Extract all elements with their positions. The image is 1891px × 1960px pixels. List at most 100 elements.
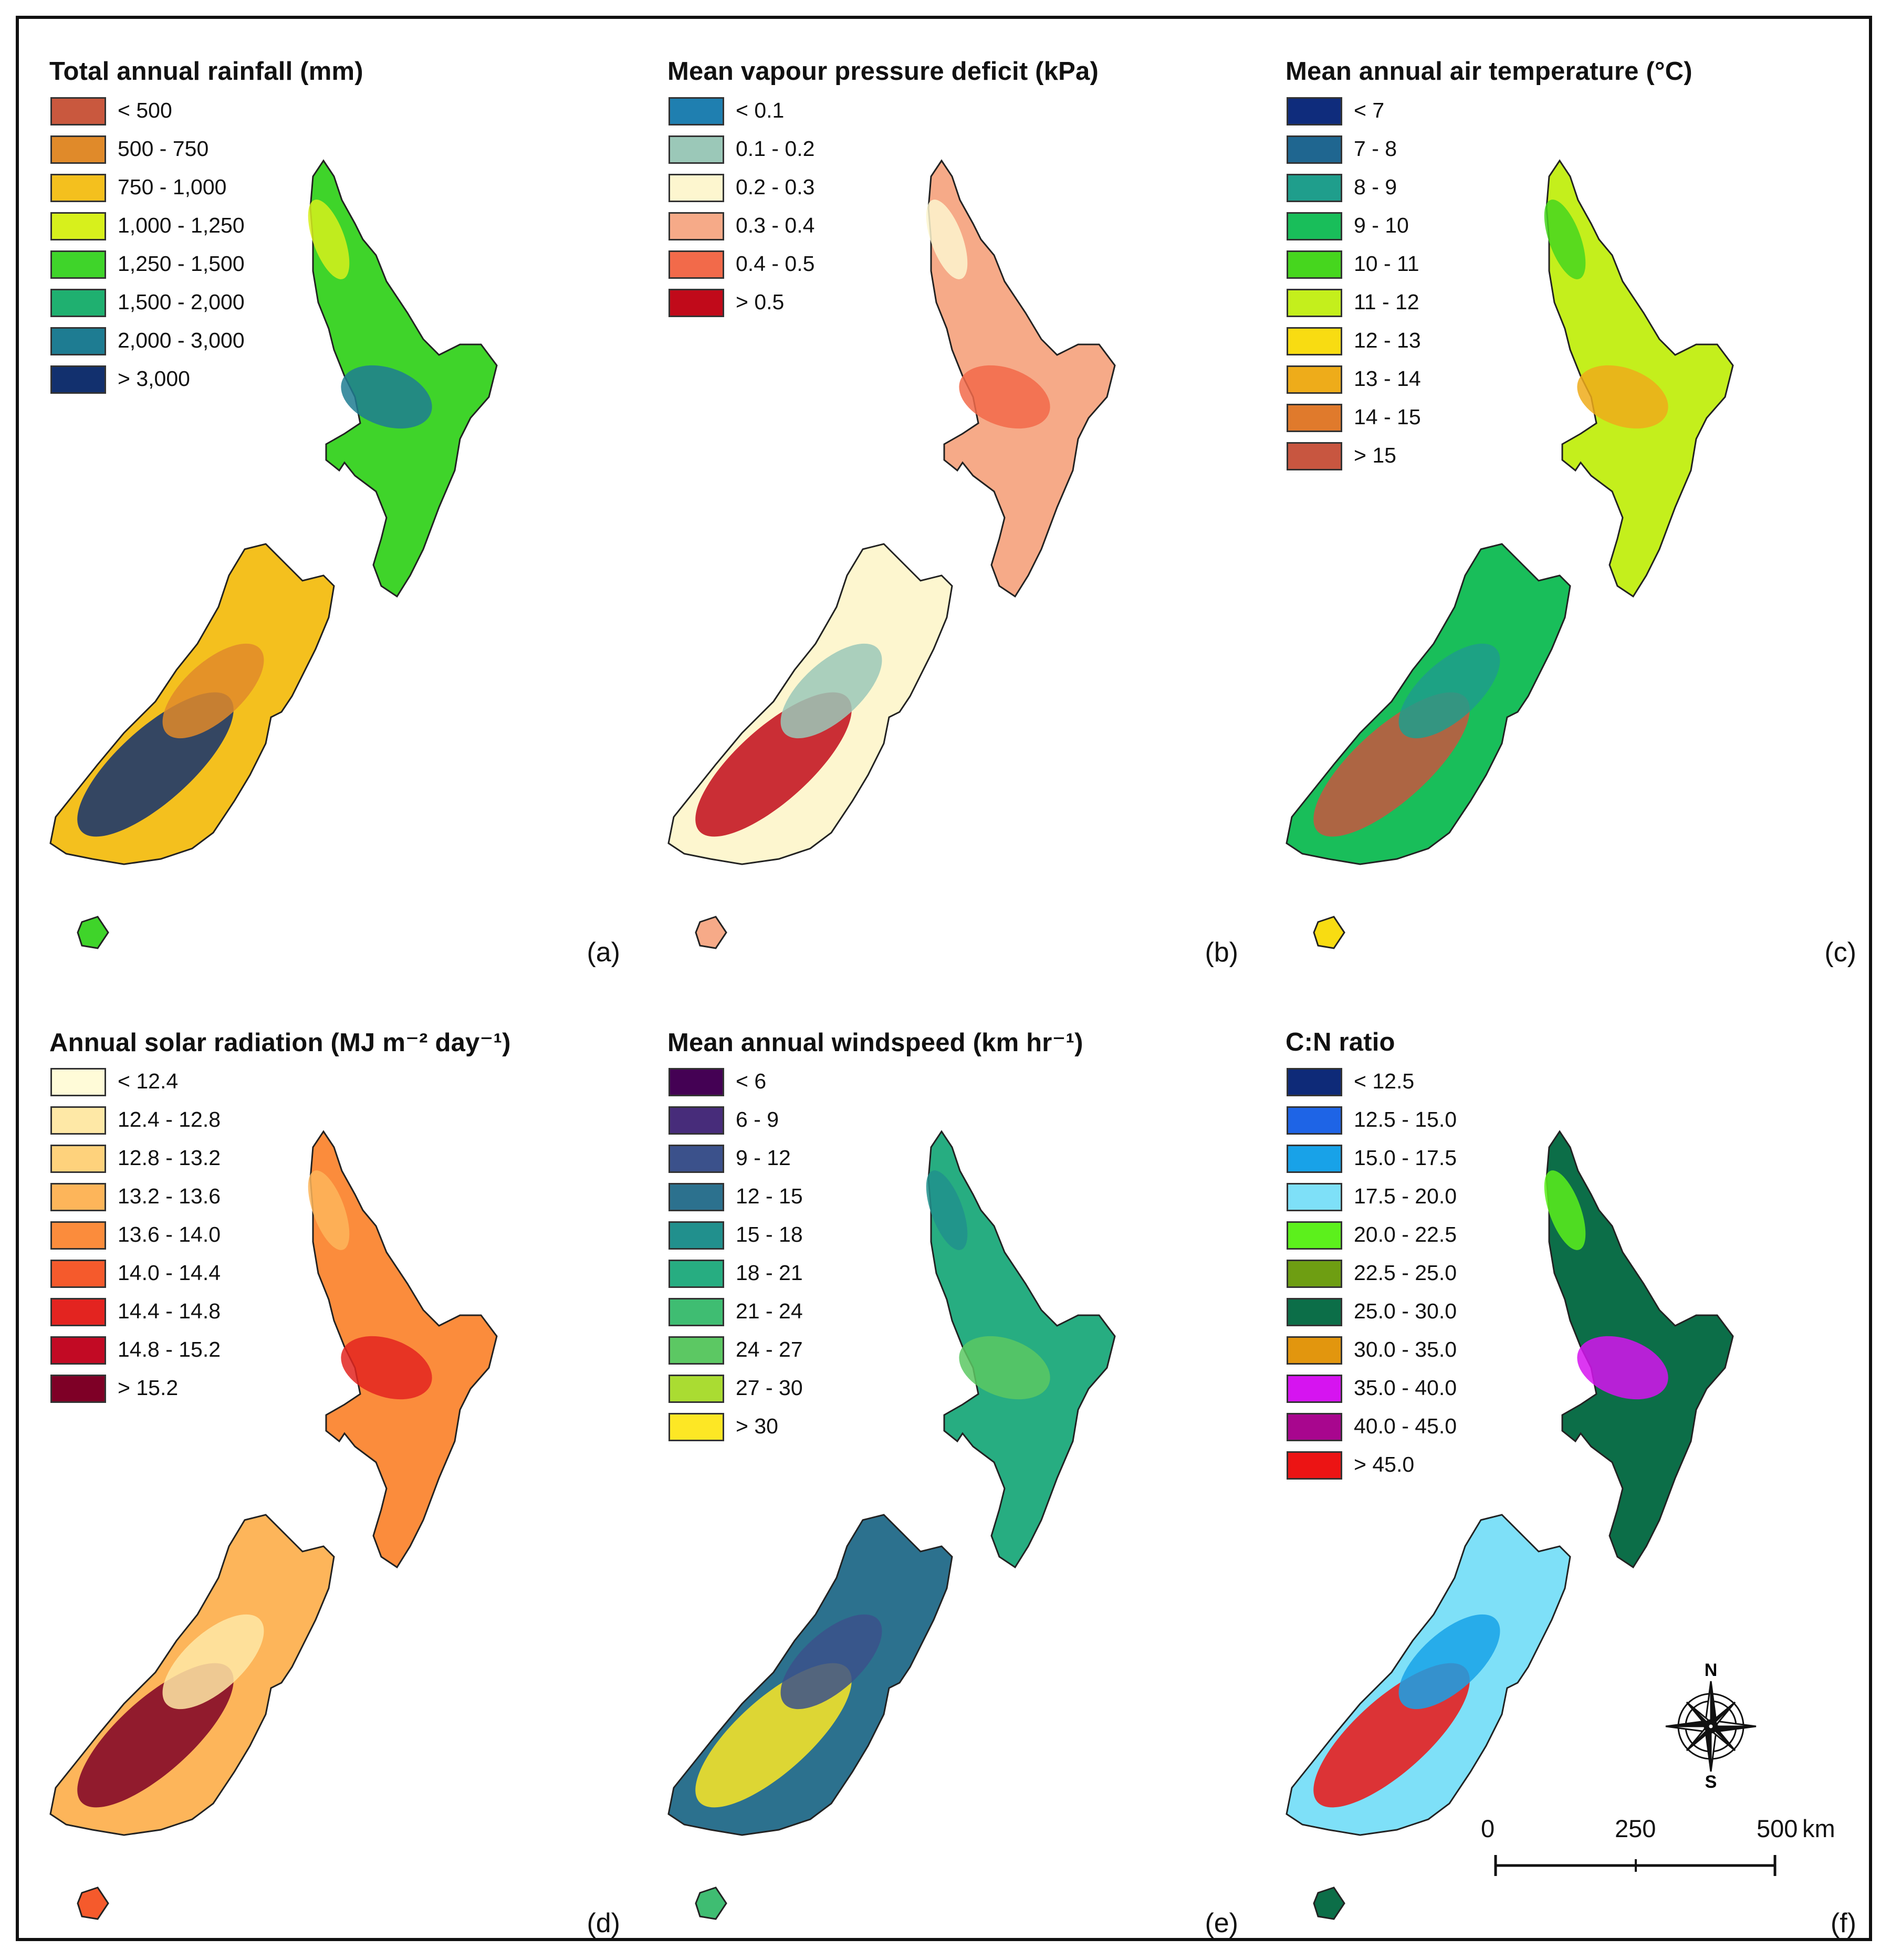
legend-label: 7 - 8 (1354, 137, 1397, 161)
compass-rose-icon: N S W E (1665, 1660, 1757, 1790)
legend-label: 20.0 - 22.5 (1354, 1222, 1457, 1246)
panel-title: Annual solar radiation (MJ m⁻² day⁻¹) (49, 1029, 511, 1057)
panel-letter: (d) (587, 1908, 620, 1938)
legend-label: > 15.2 (118, 1376, 179, 1400)
legend-swatch (668, 212, 724, 240)
legend-swatch (1287, 1375, 1342, 1403)
legend-swatch (668, 1298, 724, 1326)
nz-map (667, 159, 1116, 949)
map-region (780, 1614, 882, 1710)
scale-label-500: 500 (1757, 1815, 1798, 1842)
legend-label: > 3,000 (118, 366, 190, 391)
panel-letter: (b) (1205, 937, 1238, 968)
legend-label: 12.8 - 13.2 (118, 1146, 221, 1170)
legend-swatch (50, 1145, 106, 1173)
legend-label: 14.0 - 14.4 (118, 1261, 221, 1285)
figure-frame (16, 16, 1872, 1941)
legend-label: 22.5 - 25.0 (1354, 1261, 1457, 1285)
legend-label: 11 - 12 (1354, 290, 1419, 314)
legend-swatch (668, 1260, 724, 1288)
panel-title: Mean annual air temperature (°C) (1286, 57, 1693, 86)
legend-swatch (50, 135, 106, 164)
legend-label: 0.2 - 0.3 (736, 175, 815, 199)
legend-swatch (668, 1221, 724, 1250)
stewart-island (695, 1886, 727, 1920)
legend-label: 750 - 1,000 (118, 175, 227, 199)
map-region (959, 1336, 1050, 1400)
legend-label: > 15 (1354, 443, 1396, 467)
legend-label: 12 - 13 (1354, 328, 1421, 352)
map-region (308, 1170, 350, 1250)
legend-swatch (668, 289, 724, 317)
legend-label: 500 - 750 (118, 137, 209, 161)
nz-map (667, 1130, 1116, 1920)
legend-label: 0.4 - 0.5 (736, 251, 815, 276)
legend-label: > 30 (736, 1414, 778, 1438)
legend-swatch (50, 212, 106, 240)
panel-vapour-pressure-deficit: Mean vapour pressure deficit (kPa) < 0.1… (637, 19, 1254, 980)
scale-unit: km (1802, 1815, 1835, 1842)
scale-bar-line (1494, 1855, 1777, 1876)
legend-label: 18 - 21 (736, 1261, 803, 1285)
legend-swatch (1287, 174, 1342, 202)
panel-solar-radiation: Annual solar radiation (MJ m⁻² day⁻¹) < … (19, 990, 636, 1951)
map-region (1577, 365, 1668, 429)
stewart-island (77, 1886, 109, 1920)
legend-label: 12 - 15 (736, 1184, 803, 1208)
stewart-island (1313, 916, 1345, 949)
panel-rainfall: Total annual rainfall (mm) < 500 500 - 75… (19, 19, 636, 980)
legend-swatch (50, 250, 106, 279)
legend-swatch (1287, 442, 1342, 470)
map-region (926, 200, 968, 279)
legend-label: 1,000 - 1,250 (118, 213, 245, 237)
legend-label: 2,000 - 3,000 (118, 328, 245, 352)
legend-label: 9 - 12 (736, 1146, 791, 1170)
legend-swatch (50, 1183, 106, 1211)
panel-letter: (f) (1830, 1908, 1856, 1938)
panel-title: Total annual rainfall (mm) (49, 57, 363, 86)
legend-swatch (50, 1106, 106, 1135)
legend-swatch (668, 1068, 724, 1096)
legend-swatch (1287, 1068, 1342, 1096)
legend-label: 14.8 - 15.2 (118, 1337, 221, 1361)
legend-label: 13 - 14 (1354, 366, 1421, 391)
panel-cn-ratio: C:N ratio < 12.5 12.5 - 15.0 15.0 - 17.5 17… (1255, 990, 1872, 1951)
legend-swatch (1287, 1106, 1342, 1135)
legend-label: 17.5 - 20.0 (1354, 1184, 1457, 1208)
nz-map (1286, 159, 1734, 949)
legend-swatch (50, 365, 106, 394)
compass-north-label: N (1705, 1660, 1718, 1680)
legend-swatch (668, 1336, 724, 1365)
legend-swatch (1287, 289, 1342, 317)
stewart-island (1313, 1886, 1345, 1920)
legend-swatch (668, 1183, 724, 1211)
legend-label: < 12.4 (118, 1069, 179, 1093)
legend-label: < 500 (118, 98, 172, 122)
map-region (1398, 643, 1500, 739)
legend-swatch (50, 1336, 106, 1365)
panel-windspeed: Mean annual windspeed (km hr⁻¹) < 6 6 - 9… (637, 990, 1254, 1951)
legend-swatch (1287, 1145, 1342, 1173)
legend-label: 15 - 18 (736, 1222, 803, 1246)
legend-label: 14.4 - 14.8 (118, 1299, 221, 1323)
stewart-island (695, 916, 727, 949)
legend-swatch (668, 1375, 724, 1403)
legend-label: 1,250 - 1,500 (118, 251, 245, 276)
legend-swatch (50, 1260, 106, 1288)
map-region (926, 1170, 968, 1250)
legend-swatch (50, 97, 106, 125)
legend-swatch (1287, 1451, 1342, 1480)
scale-label-0: 0 (1481, 1815, 1495, 1842)
legend-swatch (1287, 1336, 1342, 1365)
legend-label: 27 - 30 (736, 1376, 803, 1400)
legend-label: 12.5 - 15.0 (1354, 1107, 1457, 1131)
map-region (341, 1336, 432, 1400)
legend-label: < 0.1 (736, 98, 785, 122)
legend-label: 35.0 - 40.0 (1354, 1376, 1457, 1400)
legend-label: < 7 (1354, 98, 1385, 122)
legend-swatch (668, 135, 724, 164)
legend-swatch (1287, 1221, 1342, 1250)
stewart-island (77, 916, 109, 949)
legend-swatch (1287, 327, 1342, 355)
legend-swatch (1287, 250, 1342, 279)
